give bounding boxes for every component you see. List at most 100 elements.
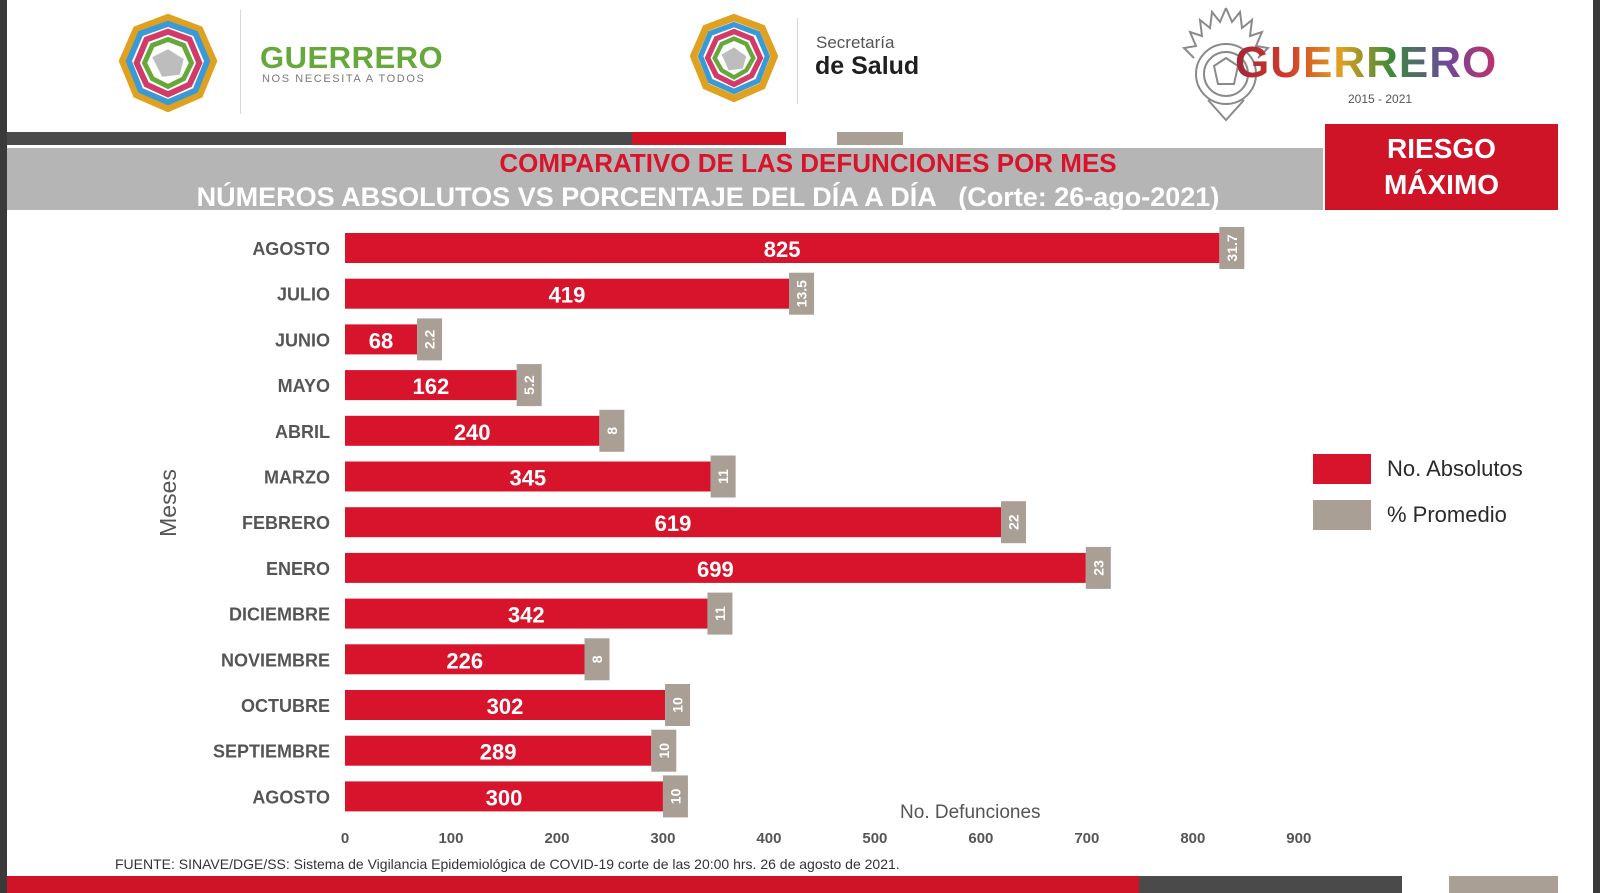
health-logo-icon — [690, 14, 778, 102]
bar-absolute — [345, 781, 663, 812]
x-tick-label: 900 — [1286, 830, 1311, 847]
value-label: 162 — [412, 374, 449, 399]
x-tick-label: 100 — [438, 830, 463, 847]
value-label: 289 — [480, 740, 517, 765]
legend-absolute-label: No. Absolutos — [1387, 456, 1523, 481]
bar-absolute — [345, 735, 652, 766]
category-label: DICIEMBRE — [229, 605, 330, 625]
bar-percent — [599, 409, 625, 452]
bar-absolute — [345, 690, 666, 720]
bar-absolute — [345, 461, 711, 492]
chart-title: COMPARATIVO DE LAS DEFUNCIONES POR MES — [499, 148, 1117, 178]
bar-absolute — [345, 370, 517, 401]
category-label: ENERO — [266, 559, 330, 579]
health-separator — [797, 18, 798, 104]
legend-percent: % Promedio — [1313, 500, 1507, 530]
government-years: 2015 - 2021 — [1348, 92, 1413, 106]
value-label: 302 — [487, 694, 524, 719]
bar-percent — [1085, 546, 1111, 589]
bar-percent — [662, 775, 688, 818]
bar-absolute — [345, 598, 708, 629]
right-edge — [1593, 0, 1600, 893]
x-tick-label: 700 — [1074, 830, 1099, 847]
bar-percent — [707, 592, 733, 635]
bar-percent — [710, 455, 736, 498]
percent-label: 10 — [656, 743, 672, 759]
value-label: 68 — [369, 328, 393, 353]
value-label: 419 — [549, 283, 586, 308]
state-logo-icon — [118, 14, 218, 112]
bottom-stripe-dark — [1139, 876, 1402, 893]
x-tick-label: 500 — [862, 830, 887, 847]
category-label: AGOSTO — [252, 787, 330, 807]
bar-absolute — [345, 644, 585, 675]
top-stripe-dark — [7, 132, 632, 145]
y-axis-title: Meses — [155, 469, 181, 537]
value-label: 825 — [764, 237, 801, 262]
bar-absolute — [345, 552, 1086, 583]
left-edge — [0, 0, 7, 893]
x-axis-title: No. Defunciones — [900, 802, 1040, 823]
risk-line2: MÁXIMO — [1383, 169, 1500, 200]
category-label: ABRIL — [275, 422, 330, 442]
legend-absolute-swatch — [1313, 454, 1371, 484]
bottom-stripe-red — [7, 876, 1139, 893]
state-brand-tagline: NOS NECESITA A TODOS — [262, 73, 426, 85]
percent-label: 2.2 — [422, 329, 438, 349]
category-label: SEPTIEMBRE — [213, 742, 330, 762]
value-label: 240 — [454, 420, 491, 445]
percent-label: 8 — [604, 427, 620, 435]
percent-label: 10 — [667, 788, 683, 804]
category-label: JULIO — [277, 285, 330, 305]
percent-label: 10 — [670, 697, 686, 713]
category-label: OCTUBRE — [241, 696, 330, 716]
source-note: FUENTE: SINAVE/DGE/SS: Sistema de Vigila… — [115, 856, 900, 872]
category-label: FEBRERO — [242, 513, 330, 533]
percent-label: 11 — [712, 606, 728, 621]
value-label: 342 — [508, 603, 545, 628]
risk-badge: RIESGO MÁXIMO — [1325, 124, 1558, 210]
x-tick-label: 300 — [650, 830, 675, 847]
category-label: JUNIO — [275, 330, 330, 350]
percent-label: 5.2 — [521, 375, 537, 395]
percent-label: 11 — [715, 469, 731, 484]
health-brand-line1: Secretaría — [816, 33, 895, 52]
chart-subtitle: NÚMEROS ABSOLUTOS VS PORCENTAJE DEL DÍA … — [196, 182, 1220, 212]
x-tick-label: 200 — [544, 830, 569, 847]
bar-percent — [789, 272, 815, 315]
legend-percent-label: % Promedio — [1387, 502, 1507, 527]
value-label: 345 — [509, 466, 546, 491]
state-brand-name: GUERRERO — [260, 40, 444, 75]
percent-label: 23 — [1090, 560, 1106, 576]
bar-absolute — [345, 324, 418, 355]
category-label: AGOSTO — [252, 239, 330, 259]
title-band — [7, 148, 1323, 210]
bar-absolute — [345, 278, 790, 309]
government-name: GUERRERO — [1235, 38, 1498, 87]
category-label: MARZO — [264, 468, 330, 488]
x-tick-label: 0 — [341, 830, 349, 847]
percent-label: 8 — [589, 655, 605, 663]
bar-percent — [417, 318, 443, 361]
percent-label: 22 — [1006, 514, 1022, 530]
legend-percent-swatch — [1313, 500, 1371, 530]
bottom-stripe-gray — [1449, 876, 1558, 893]
risk-line1: RIESGO — [1387, 133, 1496, 164]
x-tick-label: 800 — [1180, 830, 1205, 847]
top-stripe-gray — [837, 132, 903, 145]
legend-absolute: No. Absolutos — [1313, 454, 1523, 484]
value-label: 619 — [655, 511, 692, 536]
government-seal-icon — [1181, 7, 1271, 122]
bar-percent — [665, 684, 691, 726]
bar-percent — [1219, 227, 1245, 269]
bar-absolute — [345, 233, 1220, 263]
percent-label: 31.7 — [1224, 234, 1240, 261]
value-label: 226 — [446, 648, 483, 673]
value-label: 699 — [697, 557, 734, 582]
category-label: NOVIEMBRE — [221, 650, 330, 670]
x-tick-label: 400 — [756, 830, 781, 847]
bar-percent — [651, 729, 677, 772]
bar-percent — [516, 364, 542, 407]
bar-absolute — [345, 507, 1002, 538]
